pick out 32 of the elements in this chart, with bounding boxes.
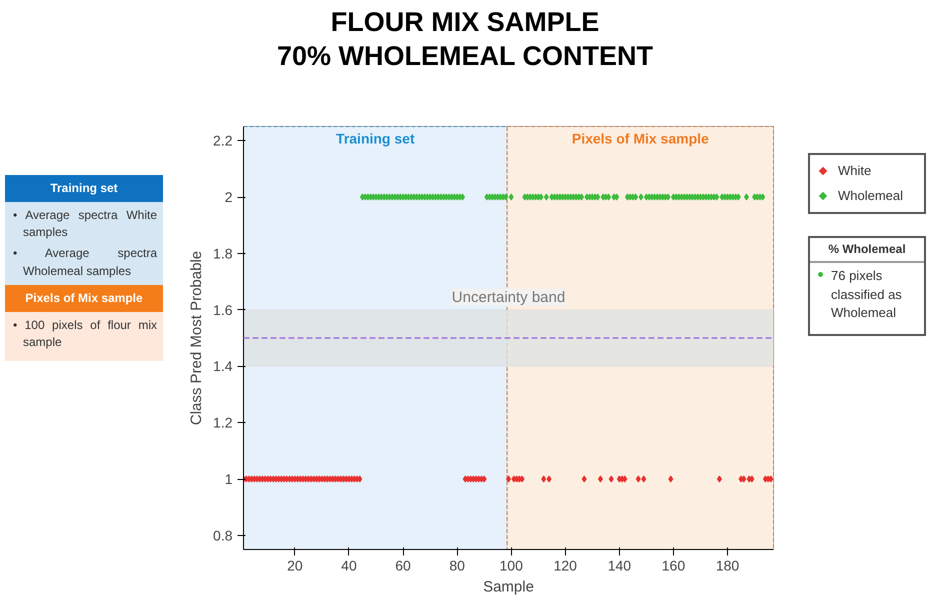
text: • Average spectra Wholemeal samples [12, 245, 158, 280]
x-tick-label: 140 [608, 558, 632, 574]
band-label: Pixels of Mix sample [572, 130, 710, 146]
y-tick-label: 2.2 [213, 132, 233, 149]
x-tick-label: 20 [287, 558, 303, 574]
text: • Average spectra White samples [12, 207, 158, 242]
y-tick-label: 1.4 [213, 358, 233, 374]
x-axis-title: Sample [483, 578, 534, 596]
y-tick-label: 1 [224, 471, 233, 487]
text: % Wholemeal [810, 238, 924, 264]
x-tick-label: 160 [662, 558, 686, 574]
band-label: Uncertainty band [452, 288, 566, 306]
text: Pixels of Mix sample [5, 284, 163, 312]
y-tick-label: 1.2 [213, 414, 233, 431]
band-label: Training set [336, 130, 415, 146]
x-tick-label: 80 [449, 558, 466, 574]
legend-label: White [837, 162, 872, 180]
x-tick-label: 180 [716, 558, 740, 574]
x-tick-label: 40 [341, 558, 357, 574]
chart-title: FLOUR MIX SAMPLE 70% WHOLEMEAL CONTENT [276, 6, 654, 73]
y-axis-title: Class Pred Most Probable [188, 250, 206, 426]
y-tick-label: 0.8 [213, 527, 233, 544]
x-tick-label: 100 [500, 558, 524, 574]
y-tick-label: 1.8 [213, 245, 233, 262]
legend-label: Wholemeal [837, 186, 904, 205]
x-tick-label: 60 [395, 558, 412, 574]
y-tick-label: 2 [224, 189, 233, 205]
text: 76 pixels classified as Wholemeal [831, 267, 903, 322]
x-tick-label: 120 [554, 558, 578, 574]
text: Training set [5, 175, 163, 202]
text: • 100 pixels of flour mix sample [12, 316, 158, 351]
y-tick-label: 1.6 [213, 302, 233, 318]
